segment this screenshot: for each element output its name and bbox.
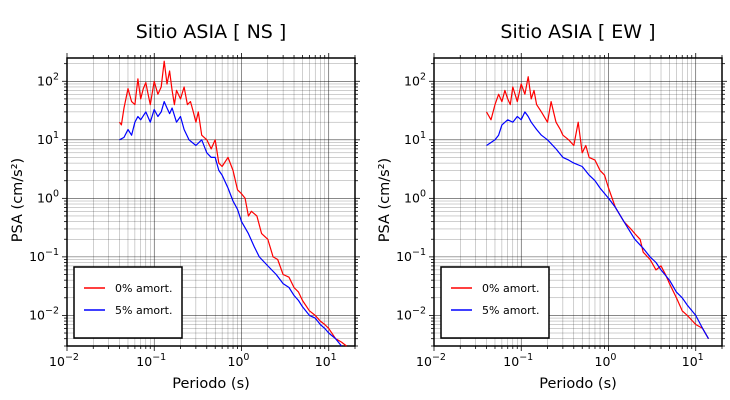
legend-label: 0% amort.	[482, 282, 539, 295]
x-tick-label: 101	[315, 352, 337, 369]
x-axis-label: Periodo (s)	[172, 376, 250, 392]
y-tick-label: 100	[37, 188, 59, 205]
chart-panel-1: Sitio ASIA [ NS ] 10−2 10−1 100 101 10−2 10−1 1…	[10, 21, 360, 392]
chart-panel-2: Sitio ASIA [ EW ] 10−2 10−1 100 101 10−2 10−1 1…	[377, 21, 727, 392]
x-tick-label: 10−1	[503, 352, 533, 369]
x-tick-label: 100	[595, 352, 617, 369]
x-axis-label: Periodo (s)	[539, 376, 617, 392]
y-tick-label: 10−1	[396, 247, 426, 264]
legend-label: 0% amort.	[115, 282, 172, 295]
y-tick-label: 101	[404, 130, 426, 147]
y-tick-label: 102	[404, 71, 426, 88]
legend: 0% amort. 5% amort.	[440, 266, 550, 339]
legend-label: 5% amort.	[115, 304, 172, 317]
plot-frame	[66, 57, 356, 347]
y-tick-label: 10−2	[396, 305, 426, 322]
y-tick-label: 101	[37, 130, 59, 147]
x-tick-label: 100	[228, 352, 250, 369]
x-tick-label: 10−1	[136, 352, 166, 369]
y-axis-label: PSA (cm/s²)	[377, 158, 393, 242]
series-line-damping-5	[119, 100, 342, 347]
y-axis-label: PSA (cm/s²)	[10, 158, 26, 242]
y-tick-label: 102	[37, 71, 59, 88]
series-line-damping-0	[119, 60, 347, 347]
series-group	[119, 60, 347, 347]
legend-box	[440, 266, 550, 339]
legend-box	[73, 266, 183, 339]
chart-title: Sitio ASIA [ NS ]	[136, 21, 287, 43]
x-tick-label: 10−2	[416, 352, 446, 369]
x-tick-label: 10−2	[49, 352, 79, 369]
chart-title: Sitio ASIA [ EW ]	[500, 21, 655, 43]
y-tick-label: 10−1	[29, 247, 59, 264]
y-tick-label: 100	[404, 188, 426, 205]
legend: 0% amort. 5% amort.	[73, 266, 183, 339]
series-group	[485, 76, 710, 339]
series-line-damping-5	[486, 111, 710, 339]
y-tick-label: 10−2	[29, 305, 59, 322]
legend-label: 5% amort.	[482, 304, 539, 317]
plot-frame	[433, 57, 723, 347]
series-line-damping-0	[485, 76, 710, 339]
x-tick-label: 101	[682, 352, 704, 369]
